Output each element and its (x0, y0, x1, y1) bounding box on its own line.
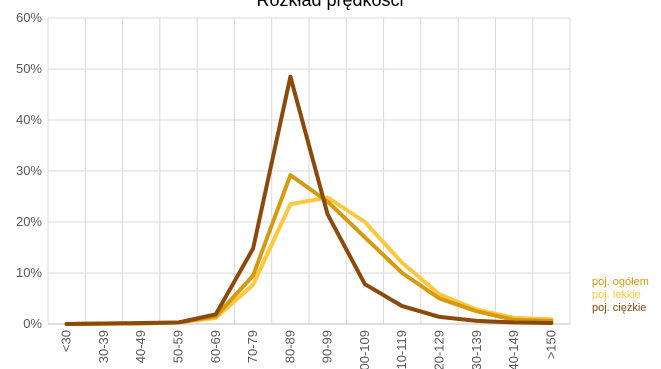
x-tick-label: 60-69 (208, 330, 223, 363)
y-tick-label: 50% (16, 61, 42, 76)
x-tick-label: 110-119 (394, 330, 409, 369)
x-tick-label: 50-59 (171, 330, 186, 363)
x-tick-label: 120-129 (432, 330, 447, 369)
gridlines (48, 18, 570, 324)
x-tick-label: 40-49 (133, 330, 148, 363)
y-tick-label: 60% (16, 10, 42, 25)
legend-entry: poj. ogółem (592, 276, 649, 288)
x-tick-label: <30 (59, 330, 74, 352)
y-tick-label: 20% (16, 214, 42, 229)
x-tick-label: 130-139 (469, 330, 484, 369)
x-tick-label: 100-109 (357, 330, 372, 369)
x-tick-label: 30-39 (96, 330, 111, 363)
y-tick-label: 10% (16, 265, 42, 280)
legend-entry: poj. lekkie (592, 289, 641, 301)
x-tick-label: 90-99 (320, 330, 335, 363)
x-tick-label: 80-89 (282, 330, 297, 363)
y-tick-label: 0% (23, 316, 42, 331)
chart-title: Rozkład prędkości (256, 0, 403, 10)
y-tick-label: 30% (16, 163, 42, 178)
x-tick-label: 70-79 (245, 330, 260, 363)
x-tick-label: 140-149 (506, 330, 521, 369)
legend-entry: poj. ciężkie (592, 302, 646, 314)
y-tick-label: 40% (16, 112, 42, 127)
x-tick-label: >150 (543, 330, 558, 359)
